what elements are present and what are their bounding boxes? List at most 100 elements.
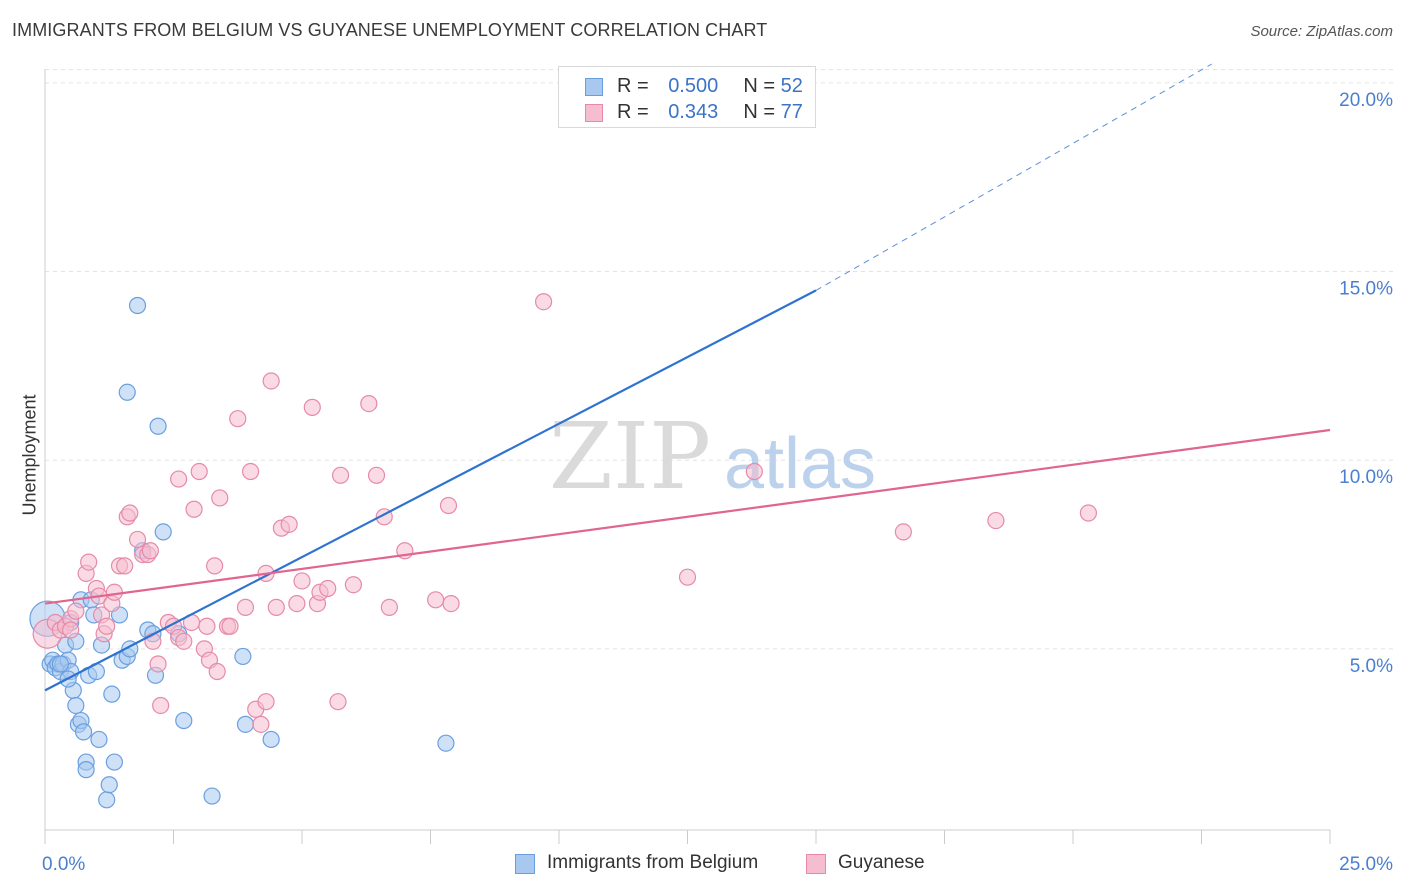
- guyanese-point: [293, 572, 311, 590]
- guyanese-point: [442, 594, 460, 613]
- belgium-point: [74, 723, 93, 741]
- y-tick-label: 15.0%: [1339, 279, 1393, 300]
- source-credit: Source: ZipAtlas.com: [1250, 23, 1393, 40]
- legend-text-belgium: R = 0.500 N = 52: [617, 75, 803, 98]
- legend-swatch-blue: [585, 78, 603, 96]
- guyanese-point: [116, 557, 134, 575]
- guyanese-point: [211, 489, 229, 507]
- belgium-point: [236, 715, 255, 733]
- legend-swatch-blue: [515, 854, 535, 874]
- guyanese-point: [221, 617, 239, 635]
- guyanese-point: [141, 542, 159, 560]
- legend-text-guyanese: R = 0.343 N = 77: [617, 101, 803, 124]
- tick-labels: 5.0% 10.0% 15.0% 20.0% 0.0% 25.0%: [42, 90, 1393, 875]
- guyanese-point: [331, 466, 350, 484]
- guyanese-point: [144, 632, 162, 650]
- legend-label-guyanese: Guyanese: [838, 852, 925, 873]
- x-tick-label-min: 0.0%: [42, 854, 85, 875]
- belgium-point: [103, 685, 121, 703]
- watermark-zip: ZIP: [549, 403, 711, 510]
- guyanese-trend-line: [44, 428, 1331, 605]
- guyanese-point: [319, 579, 337, 598]
- correlation-legend: R = 0.500 N = 52 R = 0.343 N = 77: [558, 66, 816, 128]
- legend-swatch-pink: [806, 854, 826, 874]
- r-label: R =: [617, 75, 649, 97]
- belgium-point: [234, 647, 252, 666]
- guyanese-point: [62, 621, 80, 639]
- grid: [45, 69, 1395, 650]
- n-label: N =: [743, 101, 776, 123]
- guyanese-point: [67, 602, 85, 620]
- guyanese-point: [280, 515, 298, 533]
- guyanese-point: [267, 598, 285, 616]
- r-value: 0.343: [668, 101, 719, 123]
- belgium-point: [437, 734, 455, 752]
- n-label: N =: [743, 75, 776, 97]
- guyanese-point: [190, 462, 208, 481]
- guyanese-point: [427, 591, 445, 609]
- guyanese-point: [262, 372, 280, 390]
- guyanese-point: [344, 576, 362, 594]
- belgium-point: [118, 383, 136, 401]
- guyanese-point: [236, 598, 255, 616]
- guyanese-point: [987, 511, 1005, 530]
- guyanese-point: [198, 617, 216, 635]
- guyanese-point: [1079, 504, 1098, 522]
- belgium-point: [149, 417, 167, 435]
- axes: [44, 69, 1331, 844]
- guyanese-point: [121, 504, 139, 522]
- guyanese-point: [152, 696, 170, 715]
- watermark-atlas: atlas: [724, 424, 876, 504]
- belgium-point: [154, 523, 172, 541]
- guyanese-point: [329, 693, 347, 711]
- guyanese-point: [303, 398, 321, 416]
- guyanese-point: [534, 293, 553, 311]
- guyanese-point: [229, 410, 247, 428]
- belgium-trend-extension: [815, 63, 1213, 291]
- r-label: R =: [617, 101, 649, 123]
- guyanese-point: [678, 568, 697, 586]
- belgium-point: [128, 296, 147, 315]
- y-tick-label: 10.0%: [1339, 467, 1393, 488]
- guyanese-point: [288, 594, 306, 613]
- guyanese-point: [175, 632, 193, 650]
- y-tick-label: 5.0%: [1350, 656, 1393, 677]
- belgium-trend-line: [44, 289, 817, 692]
- belgium-point: [90, 730, 108, 749]
- guyanese-point: [128, 530, 147, 549]
- legend-label-belgium: Immigrants from Belgium: [547, 852, 759, 873]
- belgium-point: [98, 791, 116, 809]
- guyanese-point: [257, 693, 275, 711]
- guyanese-point: [170, 470, 188, 488]
- belgium-point: [77, 761, 95, 779]
- guyanese-point: [242, 462, 260, 481]
- y-tick-label: 20.0%: [1339, 90, 1393, 111]
- belgium-point: [51, 655, 70, 673]
- guyanese-point: [894, 523, 912, 541]
- trend-lines: [44, 63, 1331, 692]
- guyanese-point: [149, 655, 167, 673]
- legend-swatch-pink: [585, 104, 603, 122]
- guyanese-point: [80, 553, 98, 571]
- chart-title: IMMIGRANTS FROM BELGIUM VS GUYANESE UNEM…: [12, 20, 768, 40]
- guyanese-point: [208, 662, 226, 681]
- guyanese-point: [252, 715, 270, 733]
- n-value: 77: [780, 101, 803, 123]
- guyanese-point: [439, 496, 458, 515]
- belgium-point: [262, 730, 280, 749]
- belgium-point: [105, 753, 123, 771]
- guyanese-point: [367, 466, 386, 484]
- guyanese-point: [360, 395, 378, 413]
- guyanese-point: [185, 500, 203, 518]
- belgium-point: [175, 711, 193, 730]
- guyanese-point: [745, 462, 763, 481]
- guyanese-point: [380, 598, 398, 616]
- guyanese-point: [98, 617, 116, 635]
- watermark: ZIP atlas: [549, 403, 876, 510]
- belgium-point: [100, 776, 118, 794]
- belgium-point: [67, 696, 85, 715]
- guyanese-point: [206, 557, 224, 575]
- n-value: 52: [780, 75, 803, 97]
- guyanese-point: [105, 583, 123, 601]
